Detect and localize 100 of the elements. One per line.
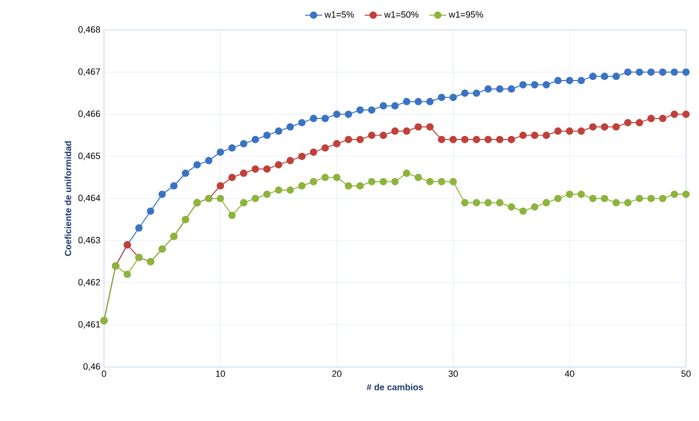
point (670, 68, 678, 76)
point (542, 199, 550, 206)
point (286, 123, 294, 131)
point (508, 85, 516, 93)
point (566, 190, 574, 198)
point (216, 194, 224, 202)
point (682, 110, 690, 118)
point (380, 178, 388, 186)
point (368, 178, 376, 186)
point (670, 190, 678, 198)
point (519, 81, 527, 88)
y-axis-title: Coeficiente de uniformidad (64, 141, 72, 256)
point (578, 76, 585, 84)
point (228, 174, 236, 182)
point (636, 194, 644, 202)
point (216, 148, 224, 156)
point (566, 76, 574, 84)
point (286, 186, 294, 194)
y-tick-label: 0,466 (78, 110, 100, 118)
point (158, 190, 166, 198)
point (368, 106, 376, 114)
point (252, 136, 260, 144)
point (310, 148, 318, 156)
y-tick-label: 0,463 (78, 236, 100, 244)
point (298, 152, 306, 160)
point (461, 136, 469, 144)
point (554, 76, 562, 84)
x-tick-label: 20 (332, 370, 342, 377)
point (240, 199, 248, 206)
point (333, 110, 340, 118)
point (659, 114, 666, 122)
legend-label: w1=5% (324, 11, 354, 18)
point (530, 132, 538, 140)
point (450, 136, 457, 144)
point (356, 106, 364, 114)
point (274, 186, 282, 194)
point (612, 199, 620, 206)
point (542, 132, 550, 140)
point (228, 212, 236, 220)
point (298, 118, 306, 126)
point (298, 182, 306, 190)
point (438, 136, 446, 144)
x-tick-label: 10 (216, 370, 226, 377)
point (600, 123, 608, 131)
point (554, 127, 562, 135)
point (124, 270, 131, 278)
point (216, 182, 224, 190)
point (472, 90, 480, 97)
point (252, 165, 260, 173)
point (438, 178, 446, 186)
point (414, 174, 422, 182)
x-tick-label: 50 (681, 370, 691, 377)
point (240, 140, 248, 148)
point (274, 161, 282, 168)
point (612, 123, 620, 131)
point (496, 199, 504, 206)
y-tick-label: 0,46 (83, 363, 100, 371)
point (461, 90, 469, 97)
point (321, 174, 329, 182)
point (682, 68, 690, 76)
point (624, 118, 632, 126)
point (391, 102, 399, 110)
point (228, 144, 236, 152)
point (368, 132, 376, 140)
x-axis-title: # de cambios (366, 384, 424, 390)
point (589, 194, 597, 202)
point (508, 136, 516, 144)
point (391, 178, 399, 186)
point (578, 127, 585, 135)
point (333, 174, 340, 182)
point (426, 123, 434, 131)
point (647, 68, 655, 76)
x-tick-label: 40 (564, 370, 574, 377)
point (438, 94, 446, 102)
point (263, 190, 271, 198)
point (647, 194, 655, 202)
point (252, 194, 260, 202)
point (636, 118, 644, 126)
y-tick-label: 0,467 (78, 68, 100, 76)
point (263, 132, 271, 140)
legend-label: w1=50% (384, 11, 419, 18)
point (496, 85, 504, 93)
point (391, 127, 399, 135)
y-tick-label: 0,464 (78, 194, 100, 202)
point (426, 178, 434, 186)
point (647, 114, 655, 122)
point (519, 207, 527, 215)
point (472, 199, 480, 206)
point (530, 203, 538, 211)
point (659, 68, 666, 76)
point (484, 85, 492, 93)
point (612, 72, 620, 80)
point (402, 98, 410, 106)
point (310, 178, 318, 186)
point (380, 102, 388, 110)
point (530, 81, 538, 88)
x-tick-label: 0 (102, 370, 106, 377)
point (554, 194, 562, 202)
point (135, 224, 143, 232)
point (274, 127, 282, 135)
